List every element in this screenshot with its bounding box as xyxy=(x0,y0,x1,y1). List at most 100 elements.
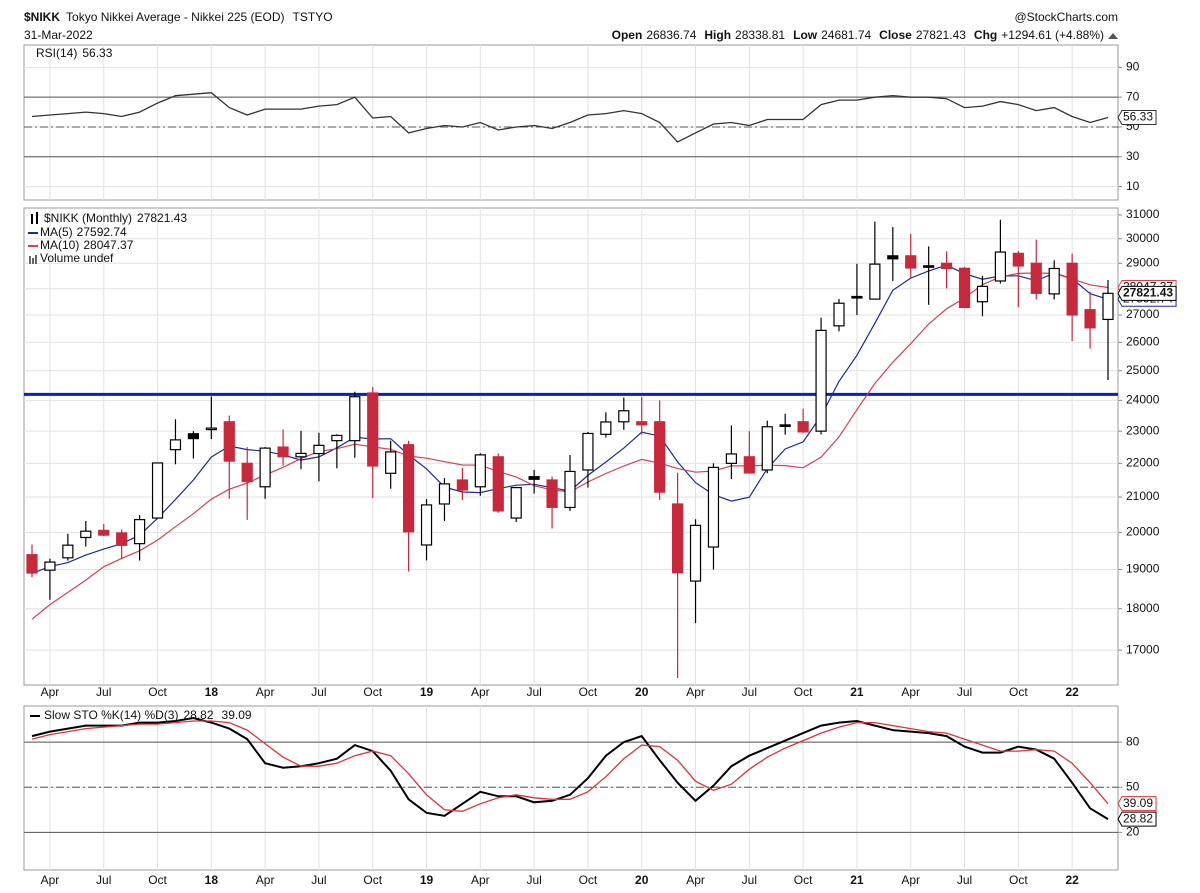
y-tick-label: 90 xyxy=(1126,60,1140,74)
x-tick-label: Oct xyxy=(794,685,813,699)
candle-body xyxy=(403,444,415,533)
candle-body xyxy=(671,503,684,574)
x-tick-label: Oct xyxy=(363,685,382,699)
candle-body xyxy=(1030,262,1042,294)
y-tick-label: 23000 xyxy=(1126,423,1160,437)
y-tick-label: 22000 xyxy=(1126,456,1160,470)
candle-body xyxy=(456,479,468,491)
quote-value: 27821.43 xyxy=(916,28,966,42)
quote-line: Open 26836.74 High 28338.81 Low 24681.74 Close… xyxy=(612,28,1118,42)
y-tick-label: 17000 xyxy=(1126,642,1160,656)
candle-body xyxy=(44,561,56,571)
x-tick-label: Apr xyxy=(256,685,275,699)
candle-body xyxy=(797,421,809,433)
y-tick-label: 27000 xyxy=(1126,307,1160,321)
candle-body xyxy=(582,432,594,471)
x-tick-label: Apr xyxy=(471,685,490,699)
legend-icon xyxy=(29,255,37,264)
candle-body xyxy=(564,470,576,509)
value-box xyxy=(1117,110,1157,126)
candle-body xyxy=(98,529,110,536)
candle-body xyxy=(492,456,504,512)
candle-body xyxy=(905,255,917,269)
candle-body xyxy=(869,263,881,300)
candle-body xyxy=(187,433,199,440)
candle-body xyxy=(241,462,253,483)
candle-body xyxy=(205,427,217,431)
x-tick-label: Jul xyxy=(96,685,111,699)
x-tick-label: Apr xyxy=(686,685,705,699)
value-box-label: 28.82 xyxy=(1123,811,1153,825)
x-tick-label: 21 xyxy=(850,873,864,887)
y-tick-label: 18000 xyxy=(1126,601,1160,615)
candle-body xyxy=(349,396,361,442)
quote-value: 28338.81 xyxy=(735,28,785,42)
candle-body xyxy=(385,451,397,474)
candle-body xyxy=(976,285,989,303)
y-tick-label: 70 xyxy=(1126,89,1140,103)
x-tick-label: Jul xyxy=(957,685,972,699)
candle-body xyxy=(438,483,451,505)
x-tick-label: Apr xyxy=(256,873,275,887)
legend-value: 27821.43 xyxy=(137,211,187,225)
legend-title: $NIKK (Monthly) xyxy=(44,211,132,225)
quote-value: +1294.61 (+4.88%) xyxy=(1001,28,1104,42)
value-box-label: 27821.43 xyxy=(1123,285,1173,299)
candle-body xyxy=(26,554,38,574)
candle-body xyxy=(169,439,182,451)
y-tick-label: 30 xyxy=(1126,149,1140,163)
candle-body xyxy=(725,453,738,464)
candle-body xyxy=(618,410,630,423)
oscillator-line xyxy=(31,720,1109,812)
x-tick-label: Jul xyxy=(311,873,326,887)
candle-body xyxy=(62,544,74,559)
candle-body xyxy=(1102,292,1114,321)
legend-value: 28047.37 xyxy=(83,238,133,252)
x-tick-label: 20 xyxy=(635,873,649,887)
candle-body xyxy=(636,421,648,426)
y-tick-label: 21000 xyxy=(1126,489,1160,503)
candle-body xyxy=(80,530,92,539)
candle-body xyxy=(134,519,146,545)
x-tick-label: Oct xyxy=(363,873,382,887)
x-tick-label: Jul xyxy=(311,685,326,699)
x-tick-label: Apr xyxy=(901,873,920,887)
candle-body xyxy=(994,251,1007,282)
y-tick-label: 24000 xyxy=(1126,393,1160,407)
y-tick-label: 10 xyxy=(1126,179,1140,193)
candle-body xyxy=(223,421,235,462)
candle-body xyxy=(887,255,899,260)
candle-body xyxy=(277,446,289,458)
oscillator-line xyxy=(31,716,1109,820)
x-tick-label: Jul xyxy=(526,873,541,887)
candle-body xyxy=(367,392,379,467)
date: 31-Mar-2022 xyxy=(24,28,93,42)
candle-body xyxy=(1084,309,1096,329)
x-tick-label: Jul xyxy=(742,685,757,699)
candle-body xyxy=(510,486,522,519)
y-tick-label: 31000 xyxy=(1126,207,1160,221)
candle-body xyxy=(474,454,486,488)
legend-name: MA(10) xyxy=(40,238,79,252)
legend-title: RSI(14) xyxy=(36,46,77,60)
x-tick-label: Apr xyxy=(471,873,490,887)
legend-value: 39.09 xyxy=(222,708,252,722)
candle-body xyxy=(958,267,971,309)
candle-body xyxy=(420,504,433,546)
quote-value: 24681.74 xyxy=(821,28,871,42)
y-tick-label: 80 xyxy=(1126,734,1140,748)
exchange: TSTYO xyxy=(293,10,333,24)
x-tick-label: Apr xyxy=(901,685,920,699)
y-tick-label: 20000 xyxy=(1126,525,1160,539)
candle-body xyxy=(1048,267,1060,295)
x-tick-label: 19 xyxy=(420,685,434,699)
quote-value: 26836.74 xyxy=(646,28,696,42)
candle-body xyxy=(815,329,827,432)
x-tick-label: 20 xyxy=(635,685,649,699)
candle-body xyxy=(923,265,935,268)
candle-body xyxy=(743,456,755,474)
x-tick-label: Oct xyxy=(1009,873,1028,887)
